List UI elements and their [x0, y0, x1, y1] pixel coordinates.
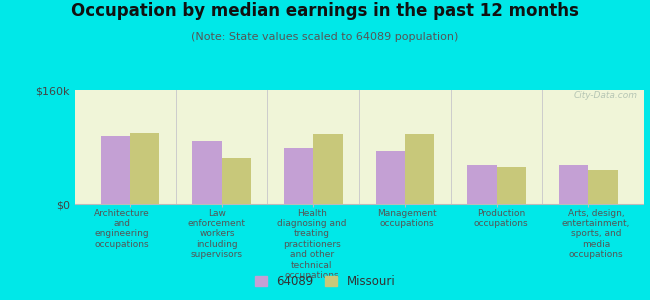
Bar: [405, 134, 434, 204]
Text: Production
occupations: Production occupations: [474, 208, 528, 228]
Bar: [313, 134, 343, 204]
Bar: [222, 158, 251, 204]
Bar: [497, 167, 526, 204]
Bar: [467, 165, 497, 204]
Bar: [101, 136, 130, 204]
Bar: [284, 148, 313, 204]
Text: Occupation by median earnings in the past 12 months: Occupation by median earnings in the pas…: [71, 2, 579, 20]
Bar: [192, 141, 222, 204]
Legend: 64089, Missouri: 64089, Missouri: [250, 270, 400, 292]
Bar: [130, 133, 159, 204]
Text: Architecture
and
engineering
occupations: Architecture and engineering occupations: [94, 208, 150, 249]
Text: City-Data.com: City-Data.com: [574, 91, 638, 100]
Bar: [588, 170, 618, 204]
Text: (Note: State values scaled to 64089 population): (Note: State values scaled to 64089 popu…: [191, 32, 459, 41]
Bar: [376, 151, 405, 204]
Text: Health
diagnosing and
treating
practitioners
and other
technical
occupations: Health diagnosing and treating practitio…: [277, 208, 346, 280]
Text: Management
occupations: Management occupations: [377, 208, 436, 228]
Text: Law
enforcement
workers
including
supervisors: Law enforcement workers including superv…: [188, 208, 246, 259]
Text: Arts, design,
entertainment,
sports, and
media
occupations: Arts, design, entertainment, sports, and…: [562, 208, 630, 259]
Bar: [559, 165, 588, 204]
